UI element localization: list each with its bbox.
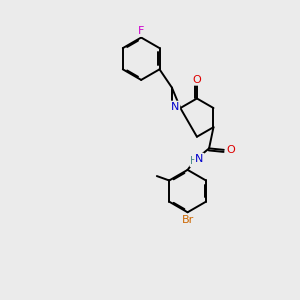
Text: O: O (226, 145, 235, 155)
Text: O: O (193, 75, 201, 85)
Text: N: N (171, 102, 179, 112)
Text: N: N (195, 154, 203, 164)
Text: F: F (138, 26, 144, 36)
Text: Br: Br (182, 215, 194, 225)
Text: H: H (190, 156, 198, 166)
